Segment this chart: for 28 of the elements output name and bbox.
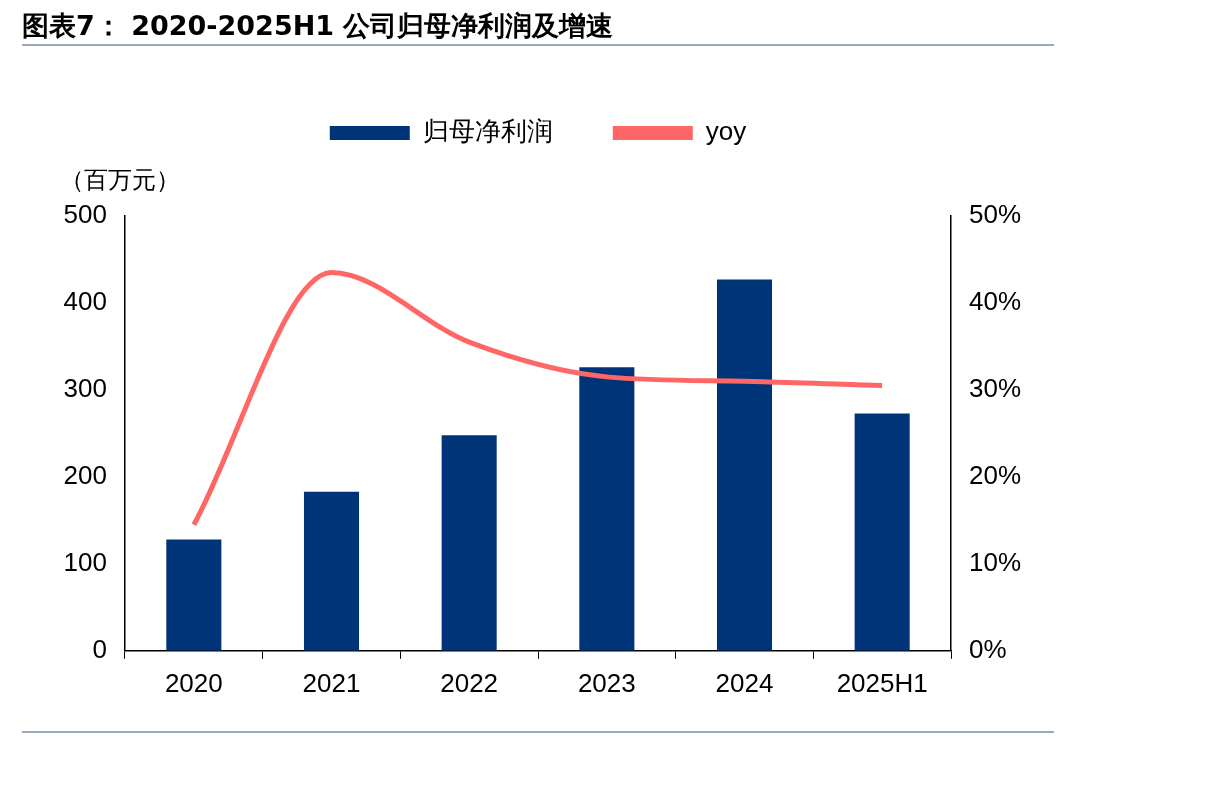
- legend-label: 归母净利润: [422, 116, 553, 147]
- x-tick-label: 2023: [577, 667, 636, 698]
- y-tick-label: 500: [63, 199, 107, 230]
- bar: [166, 539, 222, 651]
- y2-tick-label: 10%: [969, 547, 1022, 578]
- y2-tick-label: 0%: [969, 633, 1007, 664]
- bar: [441, 435, 497, 651]
- x-tick-label: 2024: [715, 667, 774, 698]
- y-axis-title: （百万元）: [60, 166, 180, 195]
- x-tick-label: 2020: [164, 667, 223, 698]
- legend-label: yoy: [705, 116, 747, 147]
- y-tick-label: 400: [63, 286, 107, 317]
- x-tick-label: 2021: [302, 667, 361, 698]
- y2-tick-label: 50%: [969, 199, 1022, 230]
- y-tick-label: 100: [63, 547, 107, 578]
- bar: [854, 413, 910, 651]
- chart-title: 图表7： 2020-2025H1 公司归母净利润及增速: [22, 9, 614, 43]
- y-tick-label: 200: [63, 460, 107, 491]
- y-tick-label: 300: [63, 373, 107, 404]
- y-tick-label: 0: [92, 633, 107, 664]
- y2-tick-label: 30%: [969, 373, 1022, 404]
- bar: [716, 279, 773, 651]
- y2-tick-label: 20%: [969, 460, 1022, 491]
- x-tick-label: 2025H1: [836, 667, 928, 698]
- bar: [303, 491, 360, 651]
- x-tick-label: 2022: [440, 667, 499, 698]
- bar: [579, 367, 635, 651]
- y2-tick-label: 40%: [969, 286, 1022, 317]
